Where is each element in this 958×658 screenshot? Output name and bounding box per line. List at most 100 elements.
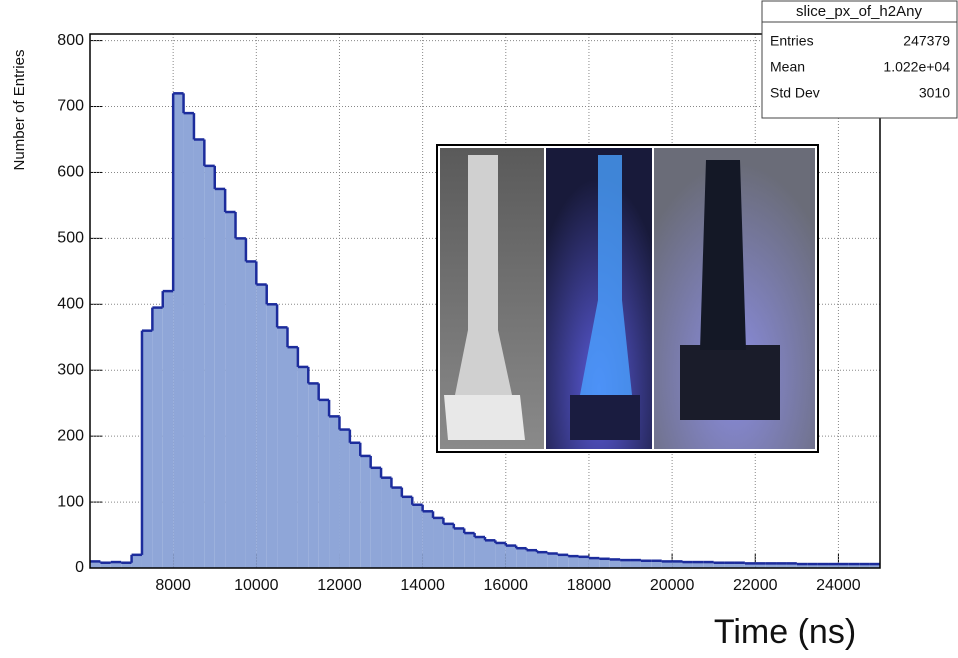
bar xyxy=(630,560,641,568)
y-tick-label: 800 xyxy=(57,32,84,49)
x-tick-label: 24000 xyxy=(816,577,861,594)
bar xyxy=(724,562,735,568)
bar xyxy=(183,113,194,568)
bar xyxy=(703,562,714,568)
bar xyxy=(776,563,787,568)
bar xyxy=(287,347,298,568)
bar xyxy=(661,561,673,568)
bar xyxy=(640,560,652,568)
bar xyxy=(796,564,808,568)
bar xyxy=(464,533,475,568)
bar xyxy=(682,562,693,568)
stats-title: slice_px_of_h2Any xyxy=(796,3,922,20)
bar xyxy=(391,487,402,568)
bar xyxy=(765,563,777,568)
bar xyxy=(744,563,756,568)
bar xyxy=(90,561,101,568)
x-tick-label: 22000 xyxy=(733,577,778,594)
bar xyxy=(412,504,423,568)
y-tick-label: 600 xyxy=(57,164,84,181)
bar xyxy=(859,564,870,568)
bar xyxy=(807,564,818,568)
x-axis-title: Time (ns) xyxy=(714,613,856,651)
bar xyxy=(245,261,257,568)
bar xyxy=(401,496,413,568)
bar xyxy=(235,238,246,569)
bar xyxy=(568,556,579,568)
bar xyxy=(349,442,361,568)
y-tick-label: 400 xyxy=(57,296,84,313)
bar xyxy=(838,564,849,568)
bar xyxy=(516,548,527,568)
y-tick-label: 700 xyxy=(57,98,84,115)
bar xyxy=(339,429,350,568)
bar xyxy=(599,558,610,568)
bar xyxy=(100,562,111,568)
bar xyxy=(173,93,184,568)
bar xyxy=(692,562,704,568)
bar xyxy=(214,188,226,569)
bar xyxy=(485,540,496,568)
bar xyxy=(193,139,205,568)
y-tick-label: 0 xyxy=(75,559,84,576)
stats-value: 3010 xyxy=(919,85,950,101)
bar xyxy=(755,563,766,568)
bar xyxy=(609,559,621,568)
bar xyxy=(495,542,506,568)
bar xyxy=(297,366,309,568)
bar xyxy=(453,528,465,568)
stats-value: 1.022e+04 xyxy=(883,59,950,75)
bar xyxy=(848,564,860,568)
bar xyxy=(256,284,267,568)
bar xyxy=(505,545,517,568)
bar xyxy=(828,564,839,568)
bar xyxy=(318,399,330,568)
bar xyxy=(360,455,371,568)
stats-label: Std Dev xyxy=(770,85,820,101)
stats-label: Mean xyxy=(770,59,805,75)
bar xyxy=(869,564,880,568)
bar xyxy=(620,560,631,568)
x-tick-label: 20000 xyxy=(650,577,695,594)
y-axis-title: Number of Entries xyxy=(11,50,28,171)
x-tick-label: 12000 xyxy=(317,577,362,594)
bar xyxy=(474,537,485,568)
bar xyxy=(422,511,434,568)
bar xyxy=(381,477,392,568)
y-tick-label: 200 xyxy=(57,427,84,444)
bar xyxy=(672,561,683,568)
bar xyxy=(817,564,829,568)
bar xyxy=(713,562,725,568)
bar xyxy=(547,553,558,568)
inset-photo xyxy=(436,144,819,453)
bar xyxy=(557,554,569,568)
x-tick-label: 18000 xyxy=(567,577,612,594)
bar xyxy=(526,550,537,568)
bar xyxy=(536,552,548,568)
bar xyxy=(152,307,163,568)
bar xyxy=(225,212,236,568)
bar xyxy=(443,523,454,568)
bar xyxy=(433,517,444,568)
bar xyxy=(734,562,745,568)
stats-box: slice_px_of_h2Any Entries 247379 Mean 1.022e… xyxy=(761,0,958,119)
bar xyxy=(121,562,132,568)
bar xyxy=(266,304,278,568)
bar xyxy=(141,330,153,568)
y-tick-label: 500 xyxy=(57,230,84,247)
bar xyxy=(786,563,797,568)
bar xyxy=(370,467,382,568)
bar xyxy=(277,327,288,568)
bar xyxy=(588,558,600,568)
x-tick-label: 10000 xyxy=(234,577,279,594)
x-tick-label: 8000 xyxy=(155,577,191,594)
stats-value: 247379 xyxy=(903,33,950,49)
bar xyxy=(204,165,215,568)
bar xyxy=(308,383,319,568)
y-tick-label: 100 xyxy=(57,493,84,510)
y-tick-label: 300 xyxy=(57,361,84,378)
plot-border xyxy=(89,33,881,569)
stats-label: Entries xyxy=(770,33,814,49)
x-tick-label: 16000 xyxy=(484,577,529,594)
